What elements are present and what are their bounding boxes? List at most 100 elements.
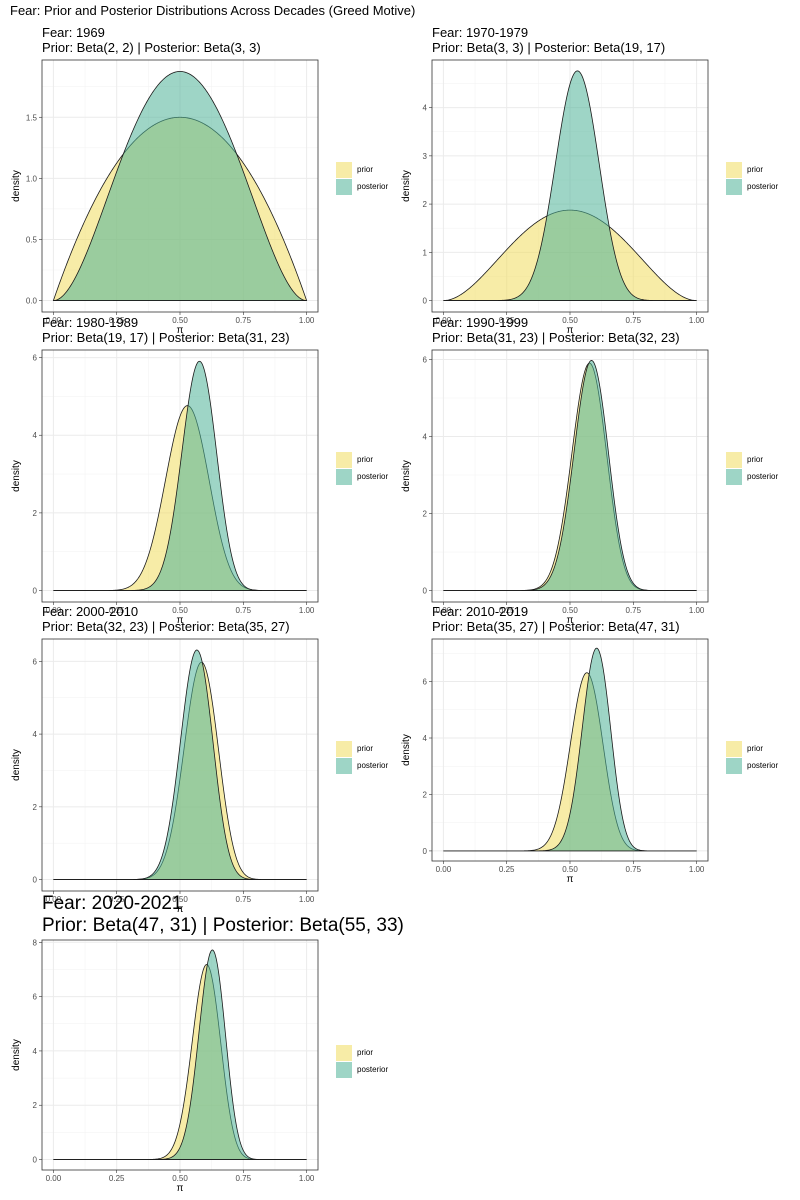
y-tick-label: 6 xyxy=(33,354,38,363)
x-tick-label: 0.00 xyxy=(46,1174,62,1183)
x-axis-label: π xyxy=(177,904,184,915)
panel-1990-1999: Fear: 1990-1999 Prior: Beta(31, 23) | Po… xyxy=(390,315,780,626)
x-tick-label: 0.75 xyxy=(626,606,642,615)
y-tick-label: 4 xyxy=(33,730,38,739)
legend-item-prior: prior xyxy=(336,741,436,757)
panel-subtitle-line: Prior: Beta(31, 23) | Posterior: Beta(32… xyxy=(432,330,680,345)
density-plot: 0.00 0.25 0.50 0.75 1.00 0 1 2 3 4 π density xyxy=(401,59,709,336)
legend-item-posterior: posterior xyxy=(336,469,436,485)
posterior-density-area xyxy=(53,649,307,880)
legend-key-posterior xyxy=(726,179,742,195)
density-plot: 0.00 0.25 0.50 0.75 1.00 0 2 4 6 π density xyxy=(11,638,319,915)
x-axis-label: π xyxy=(567,615,574,626)
y-tick-label: 2 xyxy=(33,509,38,518)
x-axis-label: π xyxy=(177,615,184,626)
legend-item-posterior: posterior xyxy=(726,758,800,774)
x-tick-label: 0.25 xyxy=(109,606,125,615)
panel-title-line: Fear: 2020-2021 xyxy=(42,893,183,914)
panel-title: Fear: 1969 Prior: Beta(2, 2) | Posterior… xyxy=(42,25,261,55)
panel-subtitle-line: Prior: Beta(19, 17) | Posterior: Beta(31… xyxy=(42,330,290,345)
x-tick-label: 0.75 xyxy=(236,1174,252,1183)
legend-item-prior: prior xyxy=(726,741,800,757)
legend-key-prior xyxy=(726,741,742,757)
x-tick-label: 0.25 xyxy=(499,865,515,874)
y-tick-label: 2 xyxy=(423,200,428,209)
y-tick-label: 0 xyxy=(33,876,38,885)
x-tick-label: 1.00 xyxy=(299,316,315,325)
panel-title: Fear: 1970-1979 Prior: Beta(3, 3) | Post… xyxy=(432,25,665,55)
x-tick-label: 0.25 xyxy=(109,1174,125,1183)
panel-subtitle-line: Prior: Beta(32, 23) | Posterior: Beta(35… xyxy=(42,619,290,634)
x-tick-label: 0.25 xyxy=(109,316,125,325)
x-tick-label: 0.00 xyxy=(46,606,62,615)
legend-item-posterior: posterior xyxy=(726,469,800,485)
y-tick-label: 6 xyxy=(33,993,38,1002)
legend-item-prior: prior xyxy=(726,452,800,468)
x-tick-label: 0.75 xyxy=(236,895,252,904)
y-axis-label: density xyxy=(11,1039,22,1071)
y-tick-label: 4 xyxy=(423,433,428,442)
panel-subtitle-line: Prior: Beta(3, 3) | Posterior: Beta(19, … xyxy=(432,40,666,55)
x-tick-label: 0.50 xyxy=(562,606,578,615)
legend-key-prior xyxy=(336,162,352,178)
legend-label-posterior: posterior xyxy=(357,761,389,770)
legend-item-prior: prior xyxy=(726,162,800,178)
x-tick-label: 1.00 xyxy=(689,865,705,874)
legend-item-posterior: posterior xyxy=(336,758,436,774)
legend-label-posterior: posterior xyxy=(357,182,389,191)
legend-key-posterior xyxy=(726,758,742,774)
density-plot: 0.00 0.25 0.50 0.75 1.00 0 2 4 6 π density xyxy=(401,638,709,885)
x-tick-label: 0.75 xyxy=(626,865,642,874)
y-axis-label: density xyxy=(401,734,412,766)
panel-1969: Fear: 1969 Prior: Beta(2, 2) | Posterior… xyxy=(0,25,390,336)
panel-border xyxy=(431,59,709,313)
density-plot: 0.00 0.25 0.50 0.75 1.00 0.0 0.5 1.0 1.5 π density xyxy=(11,59,319,336)
posterior-density-area xyxy=(53,949,307,1160)
y-tick-label: 0 xyxy=(33,1156,38,1165)
x-tick-label: 0.00 xyxy=(436,606,452,615)
panel-title: Fear: 2020-2021 Prior: Beta(47, 31) | Po… xyxy=(42,893,404,937)
posterior-density-area xyxy=(443,647,697,852)
y-tick-label: 4 xyxy=(33,1047,38,1056)
posterior-density-area xyxy=(53,71,307,301)
panel-1970-1979: Fear: 1970-1979 Prior: Beta(3, 3) | Post… xyxy=(390,25,780,336)
panel-border xyxy=(41,939,319,1171)
legend-item-posterior: posterior xyxy=(336,1062,436,1078)
x-tick-label: 1.00 xyxy=(299,606,315,615)
y-tick-label: 4 xyxy=(33,431,38,440)
legend-label-prior: prior xyxy=(357,455,374,464)
legend-label-posterior: posterior xyxy=(747,472,779,481)
y-tick-label: 4 xyxy=(423,104,428,113)
x-tick-label: 0.00 xyxy=(46,316,62,325)
legend-key-prior xyxy=(336,1045,352,1061)
legend-item-posterior: posterior xyxy=(726,179,800,195)
y-axis-label: density xyxy=(11,460,22,492)
x-tick-label: 0.25 xyxy=(499,316,515,325)
y-tick-label: 2 xyxy=(33,803,38,812)
panel-subtitle-line: Prior: Beta(35, 27) | Posterior: Beta(47… xyxy=(432,619,680,634)
legend-item-posterior: posterior xyxy=(336,179,436,195)
panel-2000-2010: Fear: 2000-2010 Prior: Beta(32, 23) | Po… xyxy=(0,604,390,915)
legend-label-prior: prior xyxy=(357,744,374,753)
x-axis-label: π xyxy=(567,874,574,885)
legend-label-posterior: posterior xyxy=(357,472,389,481)
panel-2020-2021: Fear: 2020-2021 Prior: Beta(47, 31) | Po… xyxy=(0,893,404,1194)
legend-key-prior xyxy=(336,452,352,468)
legend-label-prior: prior xyxy=(357,1048,374,1057)
y-tick-label: 8 xyxy=(33,938,38,947)
legend-key-prior xyxy=(726,452,742,468)
x-tick-label: 1.00 xyxy=(299,1174,315,1183)
legend-label-posterior: posterior xyxy=(747,182,779,191)
panel-2010-2019: Fear: 2010-2019 Prior: Beta(35, 27) | Po… xyxy=(390,604,780,894)
legend-item-prior: prior xyxy=(336,452,436,468)
legend-label-prior: prior xyxy=(747,455,764,464)
density-plot: 0.00 0.25 0.50 0.75 1.00 0 2 4 6 8 π density xyxy=(11,938,319,1194)
x-tick-label: 0.00 xyxy=(436,865,452,874)
legend-key-posterior xyxy=(336,179,352,195)
figure-title: Fear: Prior and Posterior Distributions … xyxy=(10,3,416,18)
x-tick-label: 0.50 xyxy=(172,895,188,904)
panel-1980-1989: Fear: 1980-1989 Prior: Beta(19, 17) | Po… xyxy=(0,315,390,626)
x-tick-label: 0.50 xyxy=(562,865,578,874)
legend-key-posterior xyxy=(336,758,352,774)
legend-label-posterior: posterior xyxy=(747,761,779,770)
